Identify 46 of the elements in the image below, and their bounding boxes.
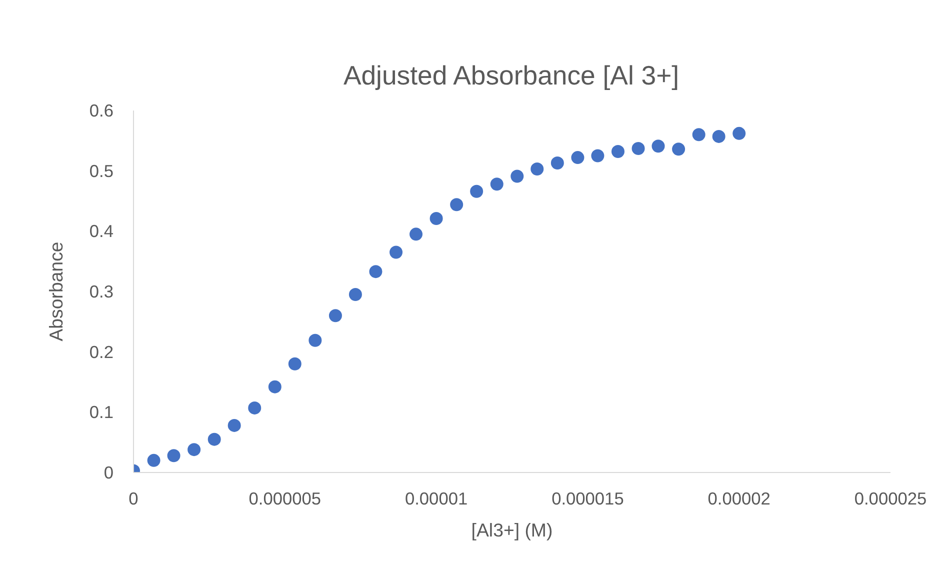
point bbox=[410, 228, 423, 241]
point bbox=[470, 184, 484, 198]
y-tick-label: 0 bbox=[104, 462, 114, 482]
point bbox=[228, 418, 241, 432]
point bbox=[591, 149, 604, 162]
point bbox=[652, 140, 665, 153]
y-tick-label: 0.1 bbox=[89, 402, 114, 422]
y-axis-title: Absorbance bbox=[45, 242, 66, 342]
point bbox=[208, 432, 221, 446]
x-tick-label: 0 bbox=[128, 488, 138, 508]
x-tick-label: 0.000005 bbox=[248, 488, 322, 508]
point bbox=[308, 334, 322, 347]
x-tick-label: 0.00001 bbox=[404, 488, 468, 508]
point bbox=[732, 126, 746, 140]
point bbox=[288, 357, 302, 370]
point bbox=[268, 380, 282, 394]
point bbox=[390, 246, 403, 259]
point bbox=[692, 128, 706, 142]
chart-title: Adjusted Absorbance [Al 3+] bbox=[343, 60, 680, 90]
y-tick-label: 0.3 bbox=[89, 282, 114, 302]
y-tick-label: 0.6 bbox=[89, 100, 114, 120]
point bbox=[611, 145, 624, 158]
point bbox=[430, 212, 443, 225]
point bbox=[450, 198, 464, 212]
point bbox=[632, 142, 645, 155]
point bbox=[510, 170, 524, 183]
y-tick-label: 0.5 bbox=[89, 160, 114, 181]
y-tick-label: 0.2 bbox=[89, 342, 114, 362]
point bbox=[248, 401, 262, 414]
point bbox=[348, 288, 362, 302]
x-axis-title: [Al3+] (M) bbox=[471, 520, 553, 540]
y-tick-label: 0.4 bbox=[89, 221, 114, 242]
point bbox=[147, 454, 160, 467]
point bbox=[672, 142, 686, 156]
point bbox=[369, 265, 382, 278]
x-tick-label: 0.000025 bbox=[854, 488, 927, 508]
point bbox=[530, 162, 544, 176]
point bbox=[550, 156, 564, 170]
point bbox=[188, 443, 201, 456]
point bbox=[712, 130, 726, 143]
x-tick-label: 0.000015 bbox=[552, 488, 624, 508]
point bbox=[328, 309, 342, 322]
x-tick-label: 0.00002 bbox=[708, 488, 770, 508]
point bbox=[571, 151, 584, 164]
point bbox=[490, 178, 504, 191]
point bbox=[167, 449, 180, 462]
